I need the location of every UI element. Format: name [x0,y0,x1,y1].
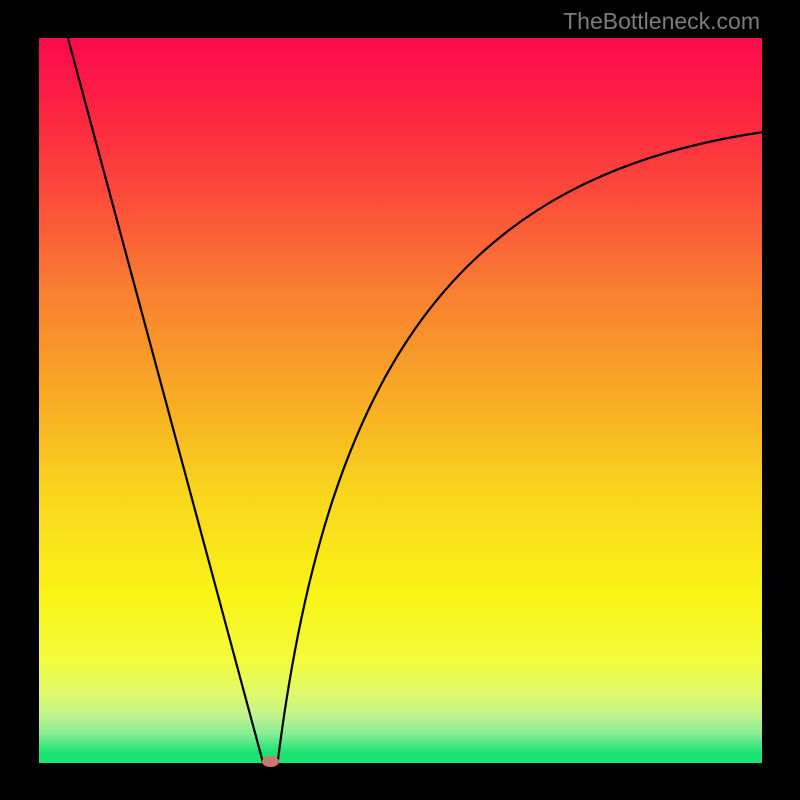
curve-layer [39,38,762,763]
watermark: TheBottleneck.com [563,8,760,35]
minimum-marker [262,756,279,768]
curve-left-branch [68,38,263,763]
curve-right-branch [278,132,762,763]
plot-area [39,38,762,763]
